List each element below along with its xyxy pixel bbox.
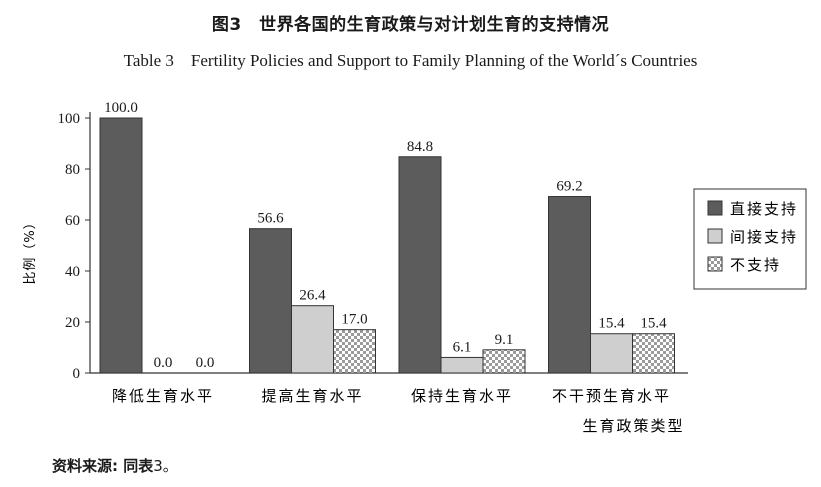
data-label: 100.0 xyxy=(104,100,138,116)
legend-swatch xyxy=(707,256,723,272)
legend-label: 不支持 xyxy=(730,256,781,274)
source-note: 资料来源: 同表3。 xyxy=(52,455,178,476)
bar xyxy=(482,349,526,374)
data-label: 9.1 xyxy=(495,332,514,348)
bar xyxy=(548,196,591,374)
data-label: 69.2 xyxy=(556,179,582,195)
y-tick-label: 100 xyxy=(58,111,81,127)
data-label: 17.0 xyxy=(341,312,367,328)
y-tick-label: 0 xyxy=(73,366,81,382)
category-label: 不干预生育水平 xyxy=(552,387,671,405)
category-label: 降低生育水平 xyxy=(112,387,214,405)
bar xyxy=(398,156,442,374)
bar xyxy=(590,333,633,374)
y-tick-label: 80 xyxy=(65,162,80,178)
legend-swatch xyxy=(707,200,723,216)
bar xyxy=(333,329,376,374)
chart-title-en: Table 3 Fertility Policies and Support t… xyxy=(123,51,698,70)
bar xyxy=(99,117,143,374)
data-label: 6.1 xyxy=(453,339,472,355)
legend-swatch xyxy=(707,228,723,244)
chart-title-cn: 图3 世界各国的生育政策与对计划生育的支持情况 xyxy=(211,15,610,35)
source-value: 3。 xyxy=(153,457,178,475)
bar xyxy=(249,228,292,374)
data-label: 15.4 xyxy=(598,316,625,332)
bar xyxy=(291,305,334,374)
legend-label: 间接支持 xyxy=(730,228,798,246)
source-label: 资料来源: 同表 xyxy=(52,457,154,475)
data-label: 84.8 xyxy=(407,139,433,155)
legend-label: 直接支持 xyxy=(730,200,798,218)
data-labels: 100.0 0.0 0.0 56.6 26.4 17.0 84.8 6.1 9.1 69.2 15.… xyxy=(104,100,667,371)
y-tick-label: 60 xyxy=(65,213,80,229)
bar xyxy=(440,356,484,374)
data-label: 0.0 xyxy=(154,355,173,371)
data-label: 56.6 xyxy=(257,211,284,227)
data-label: 0.0 xyxy=(196,355,215,371)
y-tick-label: 20 xyxy=(65,315,80,331)
bar xyxy=(632,333,675,374)
category-sublabel: 生育政策类型 xyxy=(582,417,684,435)
y-tick-label: 40 xyxy=(65,264,80,280)
data-label: 26.4 xyxy=(299,288,326,304)
bars xyxy=(99,117,675,374)
category-label: 提高生育水平 xyxy=(261,387,363,405)
y-axis-label: 比例（%） xyxy=(23,215,38,284)
data-label: 15.4 xyxy=(640,316,667,332)
category-label: 保持生育水平 xyxy=(411,387,513,405)
